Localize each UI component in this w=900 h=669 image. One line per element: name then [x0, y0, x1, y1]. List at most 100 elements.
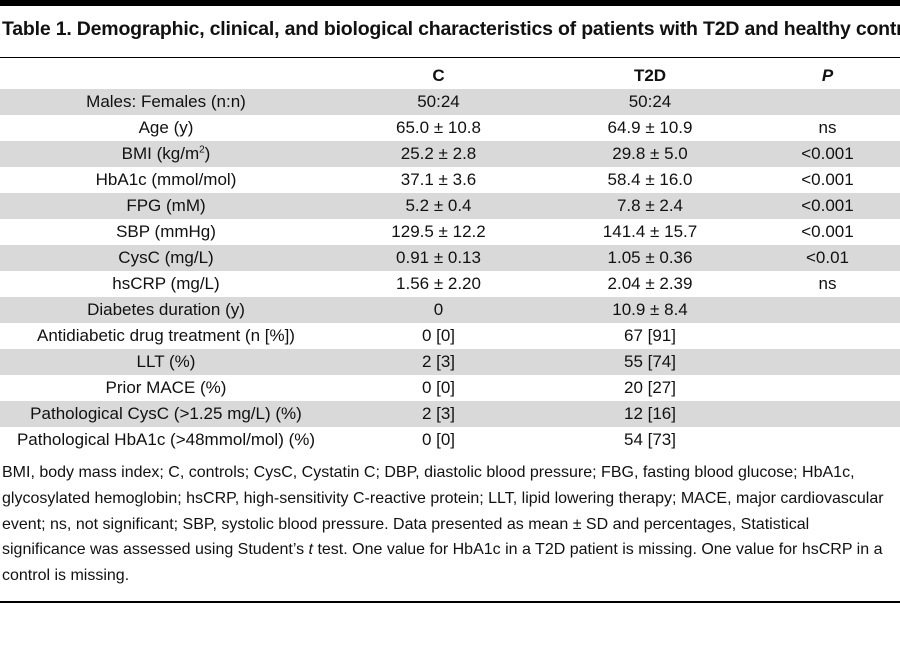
row-label-text: Antidiabetic drug treatment (n [%]) — [37, 326, 295, 345]
row-label-text: CysC (mg/L) — [118, 248, 214, 267]
p-value — [755, 401, 900, 427]
t2d-value: 55 [74] — [545, 349, 755, 375]
controls-value: 65.0 ± 10.8 — [396, 118, 481, 137]
t2d-value: 54 [73] — [624, 430, 676, 449]
header-t2d: T2D — [545, 63, 755, 89]
row-label: Pathological CysC (>1.25 mg/L) (%) — [0, 401, 332, 427]
controls-value: 0 [0] — [421, 378, 456, 397]
table-row: Diabetes duration (y) 0 10.9 ± 8.4 — [0, 297, 900, 323]
row-label: HbA1c (mmol/mol) — [0, 167, 332, 193]
row-label: SBP (mmHg) — [0, 219, 332, 245]
row-label-text: FPG (mM) — [126, 196, 206, 215]
controls-value: 1.56 ± 2.20 — [396, 274, 481, 293]
row-label: Diabetes duration (y) — [0, 297, 332, 323]
row-label: Pathological HbA1c (>48mmol/mol) (%) — [0, 427, 332, 453]
table-row: SBP (mmHg) 129.5 ± 12.2 141.4 ± 15.7 <0.001 — [0, 219, 900, 245]
table-row: Prior MACE (%) 0 [0] 20 [27] — [0, 375, 900, 401]
table-row: Antidiabetic drug treatment (n [%]) 0 [0]… — [0, 323, 900, 349]
header-controls: C — [332, 63, 545, 89]
table-body: Males: Females (n:n) 50:24 50:24 Age (y) 65.… — [0, 89, 900, 453]
t2d-value: 7.8 ± 2.4 — [545, 193, 755, 219]
controls-value: 2 [3] — [332, 349, 545, 375]
controls-value: 5.2 ± 0.4 — [332, 193, 545, 219]
table-row: LLT (%) 2 [3] 55 [74] — [0, 349, 900, 375]
p-value: <0.01 — [755, 245, 900, 271]
t2d-value: 50:24 — [545, 89, 755, 115]
row-label-tail: ) — [204, 144, 211, 163]
p-value — [755, 427, 900, 453]
row-label: hsCRP (mg/L) — [0, 271, 332, 297]
p-value — [755, 323, 900, 349]
row-label-text: Prior MACE (%) — [105, 378, 227, 397]
t2d-value: 12 [16] — [545, 401, 755, 427]
p-value — [755, 297, 900, 323]
table-header-row: C T2D P — [0, 63, 900, 89]
bottom-rule — [0, 601, 900, 603]
t2d-value: 1.05 ± 0.36 — [545, 245, 755, 271]
table-row: BMI (kg/m2) 25.2 ± 2.8 29.8 ± 5.0 <0.001 — [0, 141, 900, 167]
row-label-text: Diabetes duration (y) — [87, 300, 245, 319]
t2d-value: 67 [91] — [624, 326, 676, 345]
table-row: Pathological HbA1c (>48mmol/mol) (%) 0 [0… — [0, 427, 900, 453]
controls-value: 37.1 ± 3.6 — [400, 170, 477, 189]
table-row: Males: Females (n:n) 50:24 50:24 — [0, 89, 900, 115]
top-rule — [0, 0, 900, 6]
row-label-text: Pathological HbA1c (>48mmol/mol) (%) — [16, 430, 316, 449]
controls-value: 2 [3] — [332, 401, 545, 427]
row-label-superscript: 2 — [199, 144, 205, 156]
row-label: LLT (%) — [0, 349, 332, 375]
t2d-value: 10.9 ± 8.4 — [545, 297, 755, 323]
row-label-text: BMI (kg/m — [121, 144, 200, 163]
row-label: Antidiabetic drug treatment (n [%]) — [0, 323, 332, 349]
row-label-text: Pathological CysC (>1.25 mg/L) (%) — [30, 404, 302, 423]
t2d-value: 2.04 ± 2.39 — [607, 274, 693, 293]
header-label — [0, 63, 332, 89]
p-value: <0.001 — [801, 222, 854, 241]
row-label-text: SBP (mmHg) — [116, 222, 216, 241]
controls-value: 0 — [332, 297, 545, 323]
table-row: hsCRP (mg/L) 1.56 ± 2.20 2.04 ± 2.39 ns — [0, 271, 900, 297]
header-p-value: P — [755, 63, 900, 89]
p-value: <0.001 — [755, 141, 900, 167]
t2d-value: 64.9 ± 10.9 — [607, 118, 693, 137]
t2d-value: 20 [27] — [624, 378, 676, 397]
title-divider — [0, 57, 900, 58]
characteristics-table: C T2D P Males: Females (n:n) 50:24 50:24 Ag… — [0, 63, 900, 453]
t2d-value: 141.4 ± 15.7 — [602, 222, 698, 241]
row-label-text: Age (y) — [138, 118, 194, 137]
p-value: ns — [818, 118, 837, 137]
table-row: Age (y) 65.0 ± 10.8 64.9 ± 10.9 ns — [0, 115, 900, 141]
row-label-text: hsCRP (mg/L) — [112, 274, 220, 293]
table-row: Pathological CysC (>1.25 mg/L) (%) 2 [3] 1… — [0, 401, 900, 427]
table-footnote: BMI, body mass index; C, controls; CysC,… — [2, 460, 895, 589]
table-row: FPG (mM) 5.2 ± 0.4 7.8 ± 2.4 <0.001 — [0, 193, 900, 219]
row-label: Males: Females (n:n) — [0, 89, 332, 115]
footnote-text-end: test. One value for HbA1c in a T2D patie… — [2, 541, 883, 585]
controls-value: 0.91 ± 0.13 — [332, 245, 545, 271]
t2d-value: 58.4 ± 16.0 — [607, 170, 693, 189]
row-label: FPG (mM) — [0, 193, 332, 219]
row-label: Prior MACE (%) — [0, 375, 332, 401]
row-label: BMI (kg/m2) — [0, 141, 332, 167]
table-title: Table 1. Demographic, clinical, and biol… — [2, 18, 900, 40]
row-label-text: Males: Females (n:n) — [86, 92, 246, 111]
p-value — [755, 349, 900, 375]
footnote-italic-t: t — [308, 541, 313, 559]
table-row: CysC (mg/L) 0.91 ± 0.13 1.05 ± 0.36 <0.01 — [0, 245, 900, 271]
controls-value: 0 [0] — [421, 430, 456, 449]
p-value — [755, 89, 900, 115]
row-label: CysC (mg/L) — [0, 245, 332, 271]
controls-value: 0 [0] — [421, 326, 456, 345]
row-label-text: HbA1c (mmol/mol) — [95, 170, 237, 189]
row-label: Age (y) — [0, 115, 332, 141]
p-value: <0.001 — [801, 170, 854, 189]
footnote-text: BMI, body mass index; C, controls; CysC,… — [2, 464, 884, 559]
controls-value: 25.2 ± 2.8 — [332, 141, 545, 167]
t2d-value: 29.8 ± 5.0 — [545, 141, 755, 167]
p-value — [755, 375, 900, 401]
table-row: HbA1c (mmol/mol) 37.1 ± 3.6 58.4 ± 16.0 <0.… — [0, 167, 900, 193]
row-label-text: LLT (%) — [136, 352, 196, 371]
controls-value: 129.5 ± 12.2 — [391, 222, 486, 241]
controls-value: 50:24 — [332, 89, 545, 115]
p-value: ns — [818, 274, 837, 293]
